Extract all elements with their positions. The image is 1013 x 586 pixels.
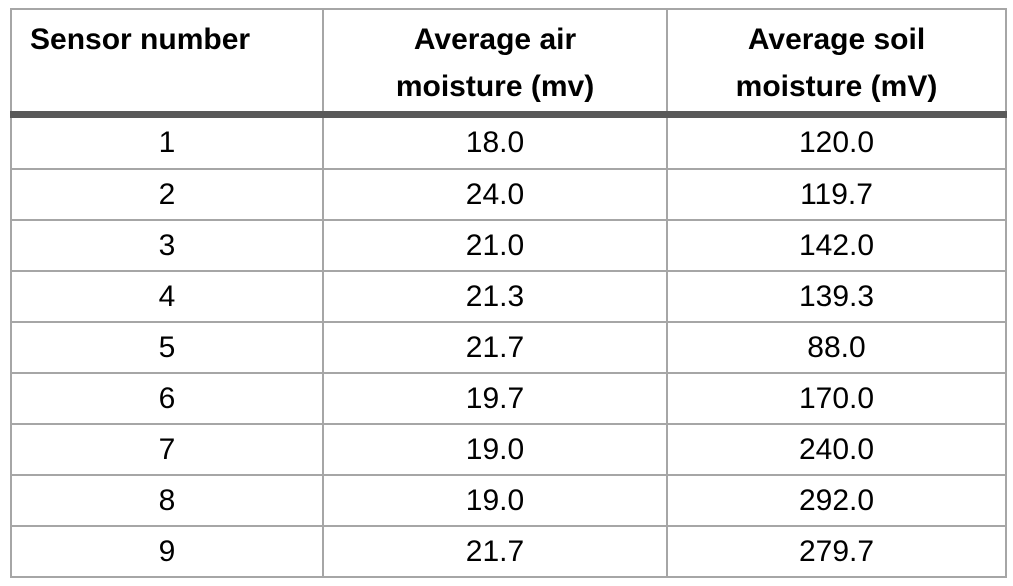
cell-soil-moisture: 139.3: [666, 270, 1007, 324]
header-air-moisture: Average air moisture (mv): [322, 8, 668, 118]
cell-air-moisture: 24.0: [322, 168, 668, 222]
cell-sensor-number: 4: [10, 270, 324, 324]
cell-soil-moisture: 292.0: [666, 474, 1007, 527]
cell-air-moisture: 19.0: [322, 423, 668, 477]
cell-soil-moisture: 88.0: [666, 321, 1007, 375]
cell-soil-moisture: 120.0: [666, 113, 1007, 171]
header-soil-moisture: Average soil moisture (mV): [666, 8, 1007, 118]
cell-sensor-number: 2: [10, 168, 324, 222]
table-row: 5 21.7 88.0: [10, 321, 1007, 375]
cell-sensor-number: 9: [10, 525, 324, 578]
cell-sensor-number: 3: [10, 219, 324, 273]
cell-soil-moisture: 279.7: [666, 525, 1007, 578]
cell-air-moisture: 21.0: [322, 219, 668, 273]
cell-sensor-number: 6: [10, 372, 324, 426]
header-row: Sensor number Average air moisture (mv) …: [10, 8, 1007, 118]
cell-sensor-number: 5: [10, 321, 324, 375]
table-row: 6 19.7 170.0: [10, 372, 1007, 426]
cell-sensor-number: 1: [10, 113, 324, 171]
table-row: 7 19.0 240.0: [10, 423, 1007, 477]
table-row: 8 19.0 292.0: [10, 474, 1007, 527]
table-body: 1 18.0 120.0 2 24.0 119.7 3 21.0 142.0 4…: [10, 113, 1007, 578]
cell-soil-moisture: 240.0: [666, 423, 1007, 477]
cell-air-moisture: 19.7: [322, 372, 668, 426]
table-row: 1 18.0 120.0: [10, 113, 1007, 171]
cell-air-moisture: 21.3: [322, 270, 668, 324]
cell-air-moisture: 21.7: [322, 525, 668, 578]
table-row: 3 21.0 142.0: [10, 219, 1007, 273]
cell-soil-moisture: 119.7: [666, 168, 1007, 222]
cell-air-moisture: 18.0: [322, 113, 668, 171]
table-row: 9 21.7 279.7: [10, 525, 1007, 578]
table-row: 2 24.0 119.7: [10, 168, 1007, 222]
cell-air-moisture: 19.0: [322, 474, 668, 527]
header-sensor-number: Sensor number: [10, 8, 324, 118]
cell-soil-moisture: 142.0: [666, 219, 1007, 273]
cell-sensor-number: 7: [10, 423, 324, 477]
cell-soil-moisture: 170.0: [666, 372, 1007, 426]
table-header: Sensor number Average air moisture (mv) …: [10, 8, 1007, 118]
cell-air-moisture: 21.7: [322, 321, 668, 375]
table-row: 4 21.3 139.3: [10, 270, 1007, 324]
sensor-moisture-table: Sensor number Average air moisture (mv) …: [10, 8, 1007, 578]
cell-sensor-number: 8: [10, 474, 324, 527]
